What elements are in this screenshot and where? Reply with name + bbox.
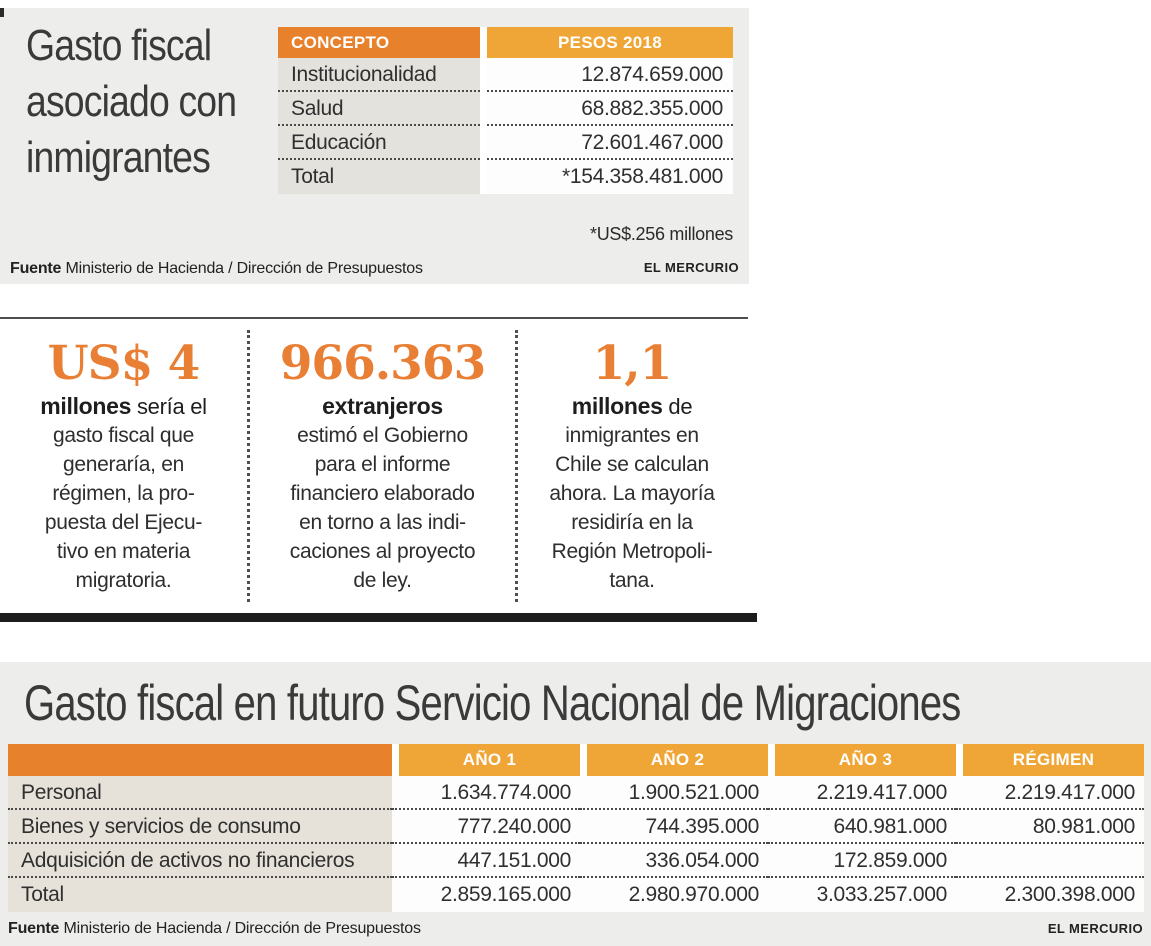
row-value: 172.859.000 (768, 844, 956, 878)
header-ano-3: AÑO 3 (775, 744, 956, 776)
pesos-2018-column: PESOS 2018 12.874.659.000 68.882.355.000… (487, 27, 733, 194)
table-row: Adquisición de activos no financieros 44… (8, 844, 1144, 878)
table-row-value: *154.358.481.000 (487, 160, 733, 194)
usd-footnote: *US$.256 millones (590, 224, 733, 244)
concepto-header: CONCEPTO (278, 27, 480, 58)
row-value: 744.395.000 (580, 810, 768, 844)
header-ano-1: AÑO 1 (399, 744, 580, 776)
concepto-pesos-table: CONCEPTO Institucionalidad Salud Educaci… (278, 27, 733, 194)
row-value: 3.033.257.000 (768, 878, 956, 912)
source-label: Fuente (8, 920, 60, 937)
row-value: 2.219.417.000 (956, 776, 1144, 810)
stat-keyword: millones (571, 393, 663, 419)
pesos-2018-header: PESOS 2018 (487, 27, 733, 58)
row-label: Bienes y servicios de consumo (8, 810, 392, 844)
key-figures-strip: US$ 4 millones sería el gasto fiscal que… (0, 330, 749, 602)
source-text: Ministerio de Hacienda / Dirección de Pr… (61, 260, 423, 277)
stat-block-1-1-millones: 1,1 millones de inmigrantes en Chile se … (515, 330, 746, 602)
stat-number: 1,1 (592, 336, 673, 391)
row-value: 640.981.000 (768, 810, 956, 844)
row-value: 2.300.398.000 (956, 878, 1144, 912)
table-row-value: 72.601.467.000 (487, 126, 733, 160)
row-label: Total (8, 878, 392, 912)
migraciones-budget-table: AÑO 1 AÑO 2 AÑO 3 RÉGIMEN Personal 1.634… (8, 744, 1144, 912)
corner-mark (0, 8, 4, 17)
stat-number: US$ 4 (47, 336, 201, 391)
table-row-value: 12.874.659.000 (487, 58, 733, 92)
row-label: Personal (8, 776, 392, 810)
stat-block-extranjeros: 966.363 extranjeros estimó el Gobierno p… (247, 330, 515, 602)
stat-strong-line: extranjeros (250, 392, 515, 421)
divider-thin-rule (0, 317, 748, 319)
stat-block-us4-millones: US$ 4 millones sería el gasto fiscal que… (0, 330, 247, 602)
stat-strong-line: millones de (518, 392, 746, 421)
row-value: 777.240.000 (392, 810, 580, 844)
el-mercurio-credit: EL MERCURIO (643, 260, 739, 275)
row-value: 80.981.000 (956, 810, 1144, 844)
panel1-title-line1: Gasto fiscal (26, 21, 212, 70)
panel1-title-line2: asociado con (26, 77, 237, 126)
source-line: Fuente Ministerio de Hacienda / Direcció… (10, 260, 423, 278)
divider-thick-bar (0, 613, 757, 622)
table-row-label: Salud (278, 92, 480, 126)
stat-keyword-rest: de (662, 394, 693, 419)
row-value: 2.219.417.000 (768, 776, 956, 810)
stat-description: gasto fiscal que generaría, en régimen, … (44, 424, 203, 592)
panel2-title: Gasto fiscal en futuro Servicio Nacional… (24, 675, 961, 731)
source-text: Ministerio de Hacienda / Dirección de Pr… (59, 920, 421, 937)
row-value: 2.980.970.000 (580, 878, 768, 912)
row-value: 1.634.774.000 (392, 776, 580, 810)
source-line: Fuente Ministerio de Hacienda / Direcció… (8, 920, 421, 938)
table-row-label: Educación (278, 126, 480, 160)
stat-keyword: millones (40, 393, 132, 419)
header-regimen: RÉGIMEN (963, 744, 1144, 776)
concepto-column: CONCEPTO Institucionalidad Salud Educaci… (278, 27, 480, 194)
header-ano-2: AÑO 2 (587, 744, 768, 776)
table-header-row: AÑO 1 AÑO 2 AÑO 3 RÉGIMEN (8, 744, 1144, 776)
table-row-total: Total 2.859.165.000 2.980.970.000 3.033.… (8, 878, 1144, 912)
fiscal-cost-immigrants-panel: Gasto fiscal asociado con inmigrantes CO… (0, 8, 749, 284)
stat-strong-line: millones sería el (0, 392, 247, 421)
row-value: 447.151.000 (392, 844, 580, 878)
stat-keyword: extranjeros (322, 393, 443, 419)
table-row: Personal 1.634.774.000 1.900.521.000 2.2… (8, 776, 1144, 810)
stat-keyword-rest: sería el (131, 394, 207, 419)
row-value: 336.054.000 (580, 844, 768, 878)
empty-header-cell (8, 744, 392, 776)
stat-number: 966.363 (279, 336, 487, 391)
row-value: 2.859.165.000 (392, 878, 580, 912)
table-row-label: Total (278, 160, 480, 194)
el-mercurio-credit: EL MERCURIO (1047, 921, 1143, 936)
stat-description: inmigrantes en Chile se calculan ahora. … (549, 424, 715, 592)
panel1-title: Gasto fiscal asociado con inmigrantes (26, 18, 237, 186)
panel1-title-line3: inmigrantes (26, 133, 211, 182)
row-label: Adquisición de activos no financieros (8, 844, 392, 878)
table-row: Bienes y servicios de consumo 777.240.00… (8, 810, 1144, 844)
row-value: 1.900.521.000 (580, 776, 768, 810)
table-row-value: 68.882.355.000 (487, 92, 733, 126)
source-label: Fuente (10, 260, 62, 277)
table-row-label: Institucionalidad (278, 58, 480, 92)
servicio-migraciones-panel: Gasto fiscal en futuro Servicio Nacional… (0, 662, 1151, 946)
row-value (956, 844, 1144, 878)
stat-description: estimó el Gobierno para el informe finan… (289, 424, 476, 592)
